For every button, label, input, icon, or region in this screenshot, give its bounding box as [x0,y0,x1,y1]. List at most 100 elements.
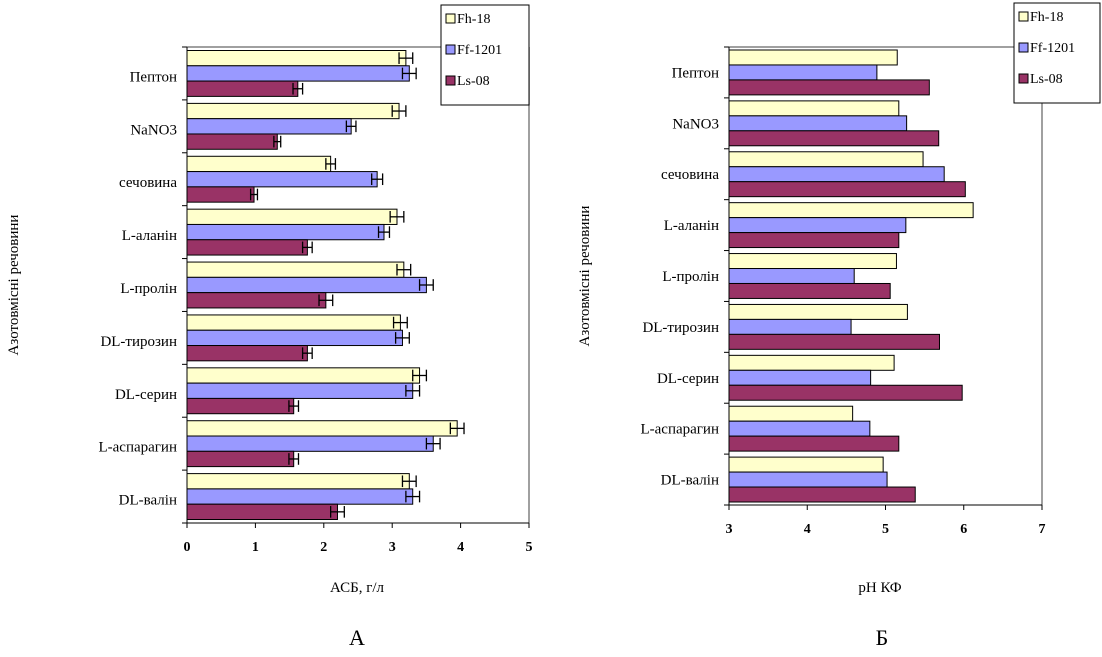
bar [728,151,924,168]
bar [186,133,278,150]
x-tick-label: 4 [804,522,811,537]
legend-label: Ls-08 [457,74,490,89]
x-tick-label: 1 [252,540,259,555]
bar [728,471,888,488]
category-label: Пептон [130,69,177,85]
x-axis-label: АСБ, г/л [330,580,385,596]
bar [728,202,974,219]
bar [186,367,421,384]
bar [186,314,401,331]
legend-box [440,4,530,106]
chart-2 [724,2,1101,510]
bar [728,333,940,350]
bar [728,354,895,371]
legend-label: Fh-18 [1030,10,1063,25]
category-label: NaNO3 [672,116,719,132]
legend-label: Ls-08 [1030,72,1063,87]
bar [728,232,900,249]
bar [728,318,852,335]
x-axis-label: рН КФ [858,580,901,596]
category-label: сечовина [661,167,719,183]
category-label: DL-валін [661,473,719,489]
x-tick-label: 5 [526,540,533,555]
x-tick-label: 3 [726,522,733,537]
bar [728,49,898,66]
bar [728,181,966,198]
bar [186,488,414,505]
legend-swatch [1018,42,1029,53]
bar [186,450,295,468]
category-label: L-аланін [664,218,719,234]
bar [728,130,940,147]
bar [186,50,407,67]
legend-label: Ff-1201 [1030,41,1075,56]
panel-label: Б [876,625,889,650]
bar [728,456,884,473]
legend-label: Fh-18 [457,12,490,27]
bar [728,384,963,401]
legend-swatch [445,44,456,55]
x-tick-label: 5 [882,522,889,537]
legend-swatch [445,13,456,24]
bar [186,208,398,225]
panel-label: А [349,625,365,650]
bar [728,369,872,386]
bar [728,435,900,452]
category-label: L-пролін [120,281,177,297]
x-tick-label: 4 [457,540,464,555]
bar [728,420,871,437]
category-label: NaNO3 [130,122,177,138]
x-tick-label: 0 [184,540,191,555]
bar [728,100,900,117]
bar [186,473,410,490]
legend-swatch [445,75,456,86]
bar [186,102,400,120]
bar [186,435,434,452]
x-tick-label: 2 [320,540,327,555]
bar [186,345,308,362]
category-label: Пептон [672,65,719,81]
category-label: L-пролін [662,269,719,285]
bar [186,186,255,203]
bar [186,171,378,188]
legend-swatch [1018,73,1029,84]
bar [728,268,855,284]
bar [186,155,332,173]
bar [186,239,308,256]
bar [186,223,385,241]
category-label: DL-тирозин [100,334,177,350]
bar [186,80,299,97]
category-label: DL-тирозин [642,320,719,336]
bar [186,503,338,521]
bar [728,79,930,96]
bar [186,292,327,309]
bar [186,329,403,347]
bar [728,217,907,234]
x-tick-label: 6 [960,522,967,537]
category-label: DL-серин [115,387,177,403]
bar [728,166,945,183]
x-tick-label: 7 [1039,522,1046,537]
x-tick-label: 3 [389,540,396,555]
bar [186,382,414,399]
bar [728,282,891,299]
chart-1 [182,4,530,528]
bar [728,64,878,81]
category-label: L-аспарагин [98,440,177,456]
category-label: L-аспарагин [640,422,719,438]
category-label: DL-серин [657,371,719,387]
bar [186,397,295,415]
y-axis-label: Азотовмісні речовини [577,206,593,347]
legend-swatch [1018,11,1029,22]
y-axis-label: Азотовмісні речовини [6,215,22,356]
bar [728,115,908,132]
category-label: сечовина [119,175,177,191]
bar [728,405,854,422]
bar [186,65,410,82]
bar [728,253,897,270]
bar [186,118,352,135]
category-label: L-аланін [122,228,177,244]
legend-label: Ff-1201 [457,43,502,58]
bar [728,486,916,503]
category-label: DL-валін [119,493,177,509]
